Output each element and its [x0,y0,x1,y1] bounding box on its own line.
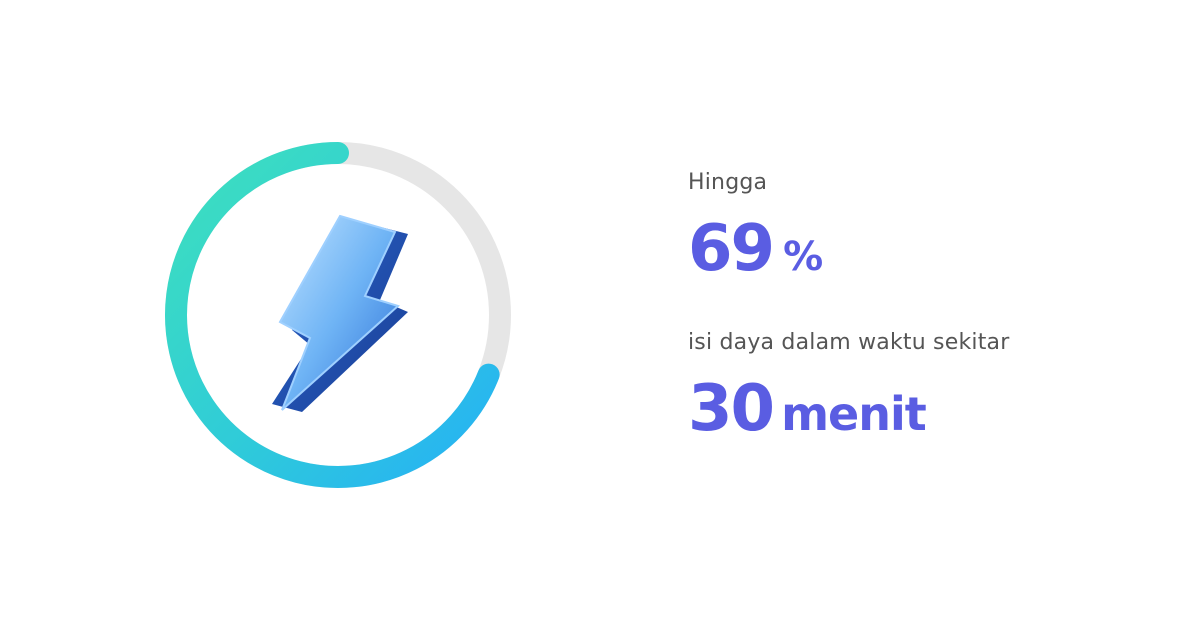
ring-progress [165,142,500,488]
bolt-icon [272,214,408,412]
unit: % [783,234,824,280]
time-unit: menit [781,387,927,441]
value: 69 [688,212,775,286]
caption-text: isi daya dalam waktu sekitar [688,330,1010,355]
time-number: 30 [688,372,775,446]
prefix-text: Hingga [688,170,768,195]
percent-value: 69% [688,212,823,286]
charge-ring [165,142,511,488]
time-value: 30 menit [688,372,927,446]
